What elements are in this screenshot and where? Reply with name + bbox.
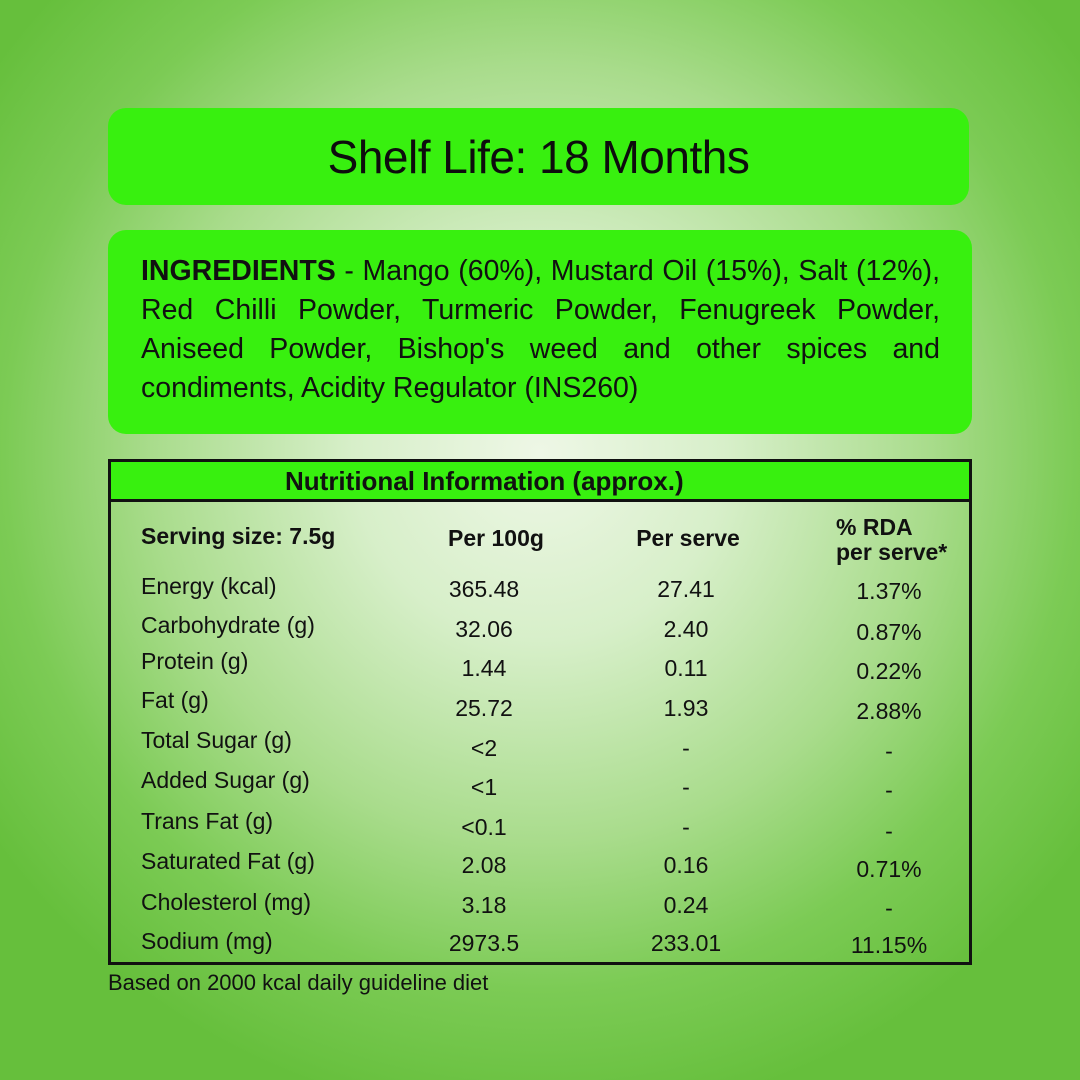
nutrient-label: Sodium (mg) [141,928,273,954]
ingredients-panel: INGREDIENTS - Mango (60%), Mustard Oil (… [108,230,972,434]
nutrient-label: Total Sugar (g) [141,727,292,753]
nutrient-per-serve: 0.24 [663,892,709,918]
nutrient-label: Energy (kcal) [141,573,277,599]
nutrient-per-100g: 365.48 [448,576,520,602]
nutrient-per-100g: <1 [470,774,498,800]
column-header-rda-line1: % RDA [836,514,913,540]
nutrient-label: Saturated Fat (g) [141,848,315,874]
nutrient-per-100g: 2.08 [461,852,507,878]
nutrient-rda: 0.87% [856,619,922,645]
nutrient-per-serve: 0.11 [664,655,708,681]
nutrient-rda: 2.88% [856,698,922,724]
nutrient-label: Fat (g) [141,687,209,713]
nutrient-per-100g: 3.18 [461,892,507,918]
nutrition-table: Nutritional Information (approx.) Servin… [108,459,972,965]
nutrient-per-100g: <2 [470,735,498,761]
nutrient-rda: - [885,818,893,844]
nutrient-rda: - [885,738,893,764]
nutrient-rda: - [885,777,893,803]
nutrient-rda: - [885,895,893,921]
nutrient-per-serve: 1.93 [663,695,709,721]
nutrient-label: Added Sugar (g) [141,767,310,793]
nutrient-per-100g: <0.1 [461,814,507,840]
nutrient-per-serve: - [682,774,690,800]
nutrient-label: Carbohydrate (g) [141,612,315,638]
nutrient-rda: 0.71% [856,856,922,882]
nutrient-per-100g: 32.06 [455,616,513,642]
ingredients-heading: INGREDIENTS [141,255,336,287]
nutrient-per-100g: 25.72 [455,695,513,721]
nutrient-per-serve: - [682,814,690,840]
column-header-rda-line2: per serve* [836,539,948,565]
nutrient-per-serve: 0.16 [663,852,709,878]
nutrient-rda: 1.37% [856,578,922,604]
nutrient-rda: 11.15% [850,932,928,958]
shelf-life-title: Shelf Life: 18 Months [327,130,750,183]
column-header-per-100g: Per 100g [448,525,544,551]
nutrient-label: Trans Fat (g) [141,808,274,834]
nutrient-per-serve: 2.40 [663,616,709,642]
ingredients-list: - Mango (60%), Mustard Oil (15%), Salt (… [141,255,940,404]
column-header-serving-size: Serving size: 7.5g [141,523,336,549]
nutrient-per-serve: 233.01 [650,930,722,956]
nutrient-label: Cholesterol (mg) [141,889,311,915]
nutrition-table-header: Nutritional Information (approx.) [111,462,969,502]
nutrient-per-100g: 1.44 [461,655,507,681]
column-header-per-serve: Per serve [636,525,740,551]
nutrient-per-serve: - [682,735,690,761]
nutrient-label: Protein (g) [141,648,249,674]
shelf-life-banner: Shelf Life: 18 Months [108,108,969,205]
nutrition-table-title: Nutritional Information (approx.) [285,466,684,496]
ingredients-text: INGREDIENTS - Mango (60%), Mustard Oil (… [141,252,940,408]
footnote: Based on 2000 kcal daily guideline diet [108,970,489,995]
nutrient-rda: 0.22% [856,658,922,684]
nutrient-per-100g: 2973.5 [448,930,520,956]
nutrient-per-serve: 27.41 [657,576,715,602]
